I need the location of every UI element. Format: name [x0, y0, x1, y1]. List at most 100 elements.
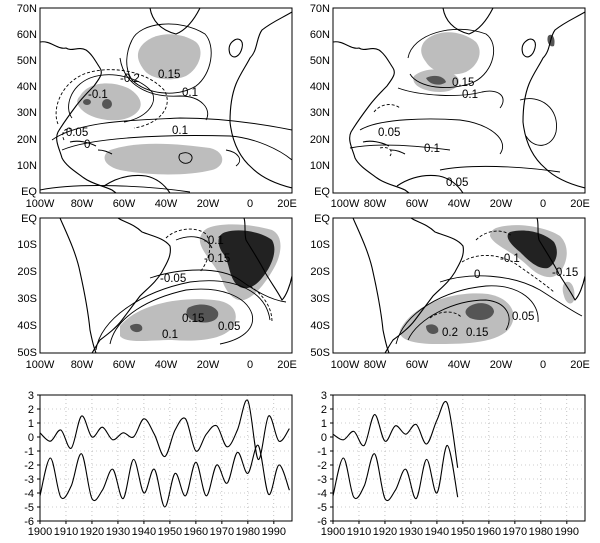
lat-tick-label: 50N [310, 55, 330, 67]
x-tick-label: 1920 [373, 526, 397, 538]
x-tick-label: 1980 [529, 526, 553, 538]
x-tick-label: 1930 [399, 526, 423, 538]
contour-label: 0.1 [182, 87, 198, 99]
lon-tick-label: 40W [448, 359, 471, 371]
x-tick-label: 1900 [321, 526, 345, 538]
lat-tick-label: 20S [310, 266, 330, 278]
lat-tick-label: EQ [21, 186, 37, 198]
shade-negative-east [562, 281, 575, 304]
y-tick-label: 1 [28, 418, 34, 430]
contour-label: 0.1 [424, 143, 440, 155]
x-tick-label: 1940 [132, 526, 156, 538]
series-line-1 [39, 399, 290, 460]
shade-strong-positive [465, 303, 494, 320]
shade-strong-negative-2 [83, 99, 91, 105]
lon-tick-label: 20E [277, 198, 297, 210]
contour-label: 0.05 [446, 177, 468, 189]
lon-tick-label: 40W [155, 359, 178, 371]
lat-tick-label: 10N [17, 160, 37, 172]
contour-label: -0.1 [500, 253, 520, 265]
lat-tick-label: 70N [310, 3, 330, 15]
lat-tick-label: 20S [17, 266, 37, 278]
series-line-1 [332, 401, 459, 468]
coast-greenland [149, 8, 201, 35]
shade-strong-positive-2 [426, 324, 439, 334]
plot-frame [332, 394, 586, 522]
shade-strong-positive [426, 75, 446, 85]
map-north-right: 0.15 0.1 0.05 0.1 0.05 [332, 7, 586, 194]
x-tick-label: 1920 [80, 526, 104, 538]
lat-tick-label: 40N [17, 81, 37, 93]
contour-label: -0.2 [120, 73, 140, 85]
y-tick-label: -4 [317, 488, 327, 500]
coast-uk [521, 38, 536, 58]
contour-label: -0.1 [204, 235, 224, 247]
contour-labels-south-right: -0.1 -0.15 0 0.05 0.2 0.15 [442, 253, 578, 339]
lat-tick-label: 30N [310, 107, 330, 119]
lon-tick-label: 20W [490, 359, 513, 371]
y-tick-label: -5 [317, 502, 327, 514]
contour-label: 0 [474, 269, 480, 281]
map-south-left: -0.1 -0.15 -0.05 0.15 0.05 0.1 [39, 217, 293, 354]
y-tick-label: 1 [321, 418, 327, 430]
coast-caribbean [69, 140, 113, 155]
lon-tick-label: 20W [197, 198, 220, 210]
lat-tick-label: 30S [17, 293, 37, 305]
coast-europe-africa [522, 11, 585, 189]
lon-tick-label: 60W [113, 359, 136, 371]
shade-strong-positive [186, 304, 219, 323]
coast-south-america [91, 218, 171, 353]
x-tick-label: 1950 [451, 526, 475, 538]
coast-south-america-west [352, 218, 390, 353]
contour-label: 0.15 [158, 69, 180, 81]
lon-tick-label: 40W [155, 198, 178, 210]
shade-strong-negative [102, 99, 112, 109]
shade-strong-positive-2 [130, 323, 143, 333]
lat-tick-label: 10N [310, 160, 330, 172]
x-tick-label: 1950 [158, 526, 182, 538]
lat-tick-label: EQ [314, 213, 330, 225]
coast-south-america [384, 218, 464, 353]
shade-positive-north-atlantic [421, 32, 480, 75]
lon-tick-label: 40W [448, 198, 471, 210]
lat-tick-label: 50S [310, 347, 330, 359]
lat-tick-label: 50N [17, 55, 37, 67]
y-tick-label: -3 [24, 474, 34, 486]
contour-label: 0.1 [172, 125, 188, 137]
coast-caribbean [362, 140, 406, 155]
lon-tick-label: 80W [71, 359, 94, 371]
lon-tick-label: 60W [113, 198, 136, 210]
contour-label: -0.1 [88, 89, 108, 101]
y-tick-label: -2 [317, 460, 327, 472]
x-tick-label: 1960 [477, 526, 501, 538]
lat-tick-label: 60N [17, 29, 37, 41]
x-tick-label: 1980 [236, 526, 260, 538]
y-tick-label: -1 [24, 446, 34, 458]
coast-africa [243, 218, 292, 301]
lon-tick-label: 0 [247, 198, 253, 210]
lat-tick-label: 40S [310, 320, 330, 332]
shade-strong-negative [507, 230, 557, 269]
shade-positive-north-atlantic [137, 34, 201, 80]
coast-south-america [396, 174, 464, 193]
y-tick-label: -5 [24, 502, 34, 514]
contour-label: 0.1 [162, 329, 178, 341]
lat-tick-label: 70N [17, 3, 37, 15]
lon-tick-label: 0 [540, 359, 546, 371]
lat-tick-label: 10S [17, 239, 37, 251]
y-tick-label: 2 [321, 404, 327, 416]
lat-tick-label: 30S [310, 293, 330, 305]
x-tick-label: 1970 [210, 526, 234, 538]
contour-label: 0.2 [442, 327, 458, 339]
coast-north-america [333, 41, 410, 193]
series-line-2 [39, 444, 290, 508]
y-tick-label: -4 [24, 488, 34, 500]
map-axis-labels: 70N 60N 50N 40N 30N 20N 10N EQ 70N 60N 5… [17, 3, 590, 371]
x-tick-label: 1990 [262, 526, 286, 538]
y-tick-label: 2 [28, 404, 34, 416]
shade-strong-negative [218, 230, 275, 289]
coast-south-america [103, 174, 171, 193]
